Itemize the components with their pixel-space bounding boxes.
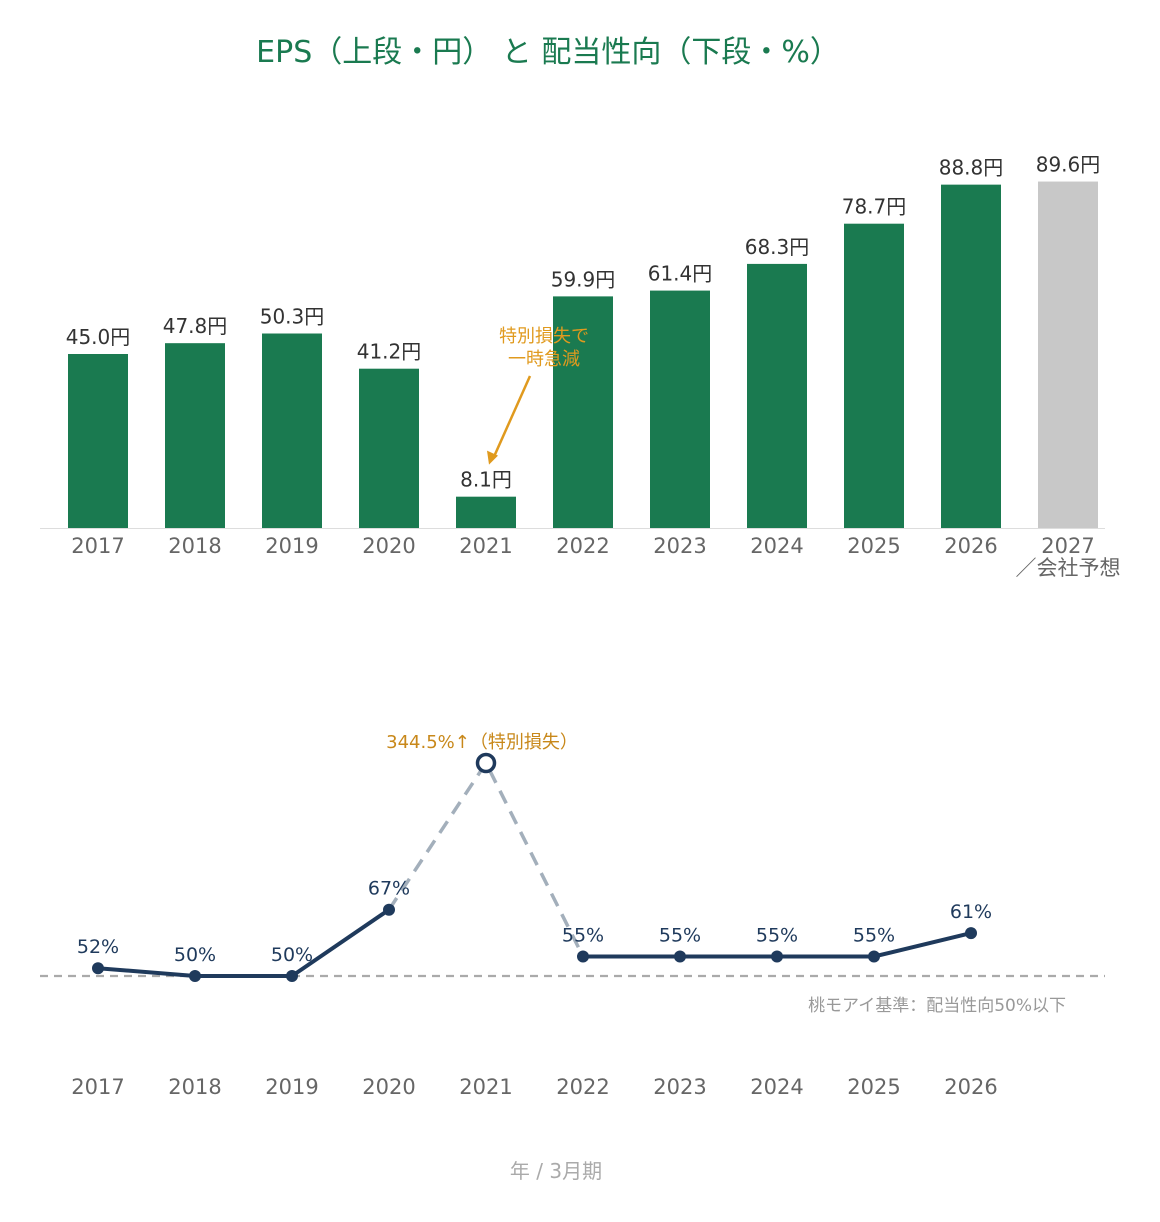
eps-x-tick-2025: 2025 [847,534,900,558]
payout-point-2023 [674,950,686,963]
eps-data-label-2024: 68.3円 [745,235,810,259]
eps-bar-2027 [1038,181,1098,528]
payout-x-tick-2021: 2021 [459,1075,512,1099]
payout-point-2024 [771,950,783,963]
eps-data-label-2022: 59.9円 [551,267,616,291]
payout-line-chart: 桃モアイ基準：配当性向50%以下 52% 2017 50% 2018 50% 2019 67%… [40,732,1105,1099]
payout-data-label-2023: 55% [659,925,701,947]
eps-annotation-arrowhead [487,450,498,465]
payout-point-2022 [577,950,589,963]
payout-data-label-2025: 55% [853,925,895,947]
eps-bar-2019 [262,333,322,528]
payout-point-2021-outlier [475,752,497,774]
payout-x-tick-2023: 2023 [653,1075,706,1099]
payout-reference-label: 桃モアイ基準：配当性向50%以下 [808,996,1066,1016]
eps-x-sublabel-2027: ／会社予想 [1016,556,1121,580]
eps-x-tick-2020: 2020 [362,534,415,558]
eps-bar-2017 [68,354,128,528]
payout-data-label-2020: 67% [368,878,410,900]
eps-data-label-2025: 78.7円 [842,195,907,219]
payout-x-tick-2018: 2018 [168,1075,221,1099]
eps-bar-2021 [456,496,516,528]
chart-title: EPS（上段・円） と 配当性向（下段・%） [256,35,840,70]
payout-data-label-2022: 55% [562,925,604,947]
payout-data-label-2024: 55% [756,925,798,947]
payout-point-2017 [92,962,104,975]
eps-bar-2024 [747,263,807,528]
payout-outlier-dashed-line [387,759,585,958]
x-unit-label: 年 / 3月期 [510,1159,602,1183]
payout-point-2025 [868,950,880,963]
eps-data-label-2021: 8.1円 [460,468,512,492]
eps-x-tick-2021: 2021 [459,534,512,558]
eps-annotation-line-2: 一時急減 [508,349,580,370]
eps-bar-2025 [844,223,904,528]
payout-x-tick-2022: 2022 [556,1075,609,1099]
eps-bar-chart: 45.0円 2017 47.8円 2018 50.3円 2019 41.2円 2020 8.1円… [40,153,1121,580]
eps-x-tick-2019: 2019 [265,534,318,558]
eps-data-label-2027: 89.6円 [1036,153,1101,177]
eps-bar-2018 [165,343,225,528]
eps-bar-2020 [359,368,419,528]
eps-data-label-2026: 88.8円 [939,156,1004,180]
eps-data-label-2019: 50.3円 [260,305,325,329]
payout-point-2019 [286,970,298,982]
payout-x-tick-2026: 2026 [944,1075,997,1099]
eps-annotation-arrow-line [492,375,532,458]
eps-annotation-line-1: 特別損失で [499,326,589,347]
eps-x-tick-2023: 2023 [653,534,706,558]
eps-x-tick-2018: 2018 [168,534,221,558]
eps-data-label-2018: 47.8円 [163,314,228,338]
payout-x-tick-2024: 2024 [750,1075,803,1099]
payout-data-label-2019: 50% [271,944,313,966]
payout-data-label-2018: 50% [174,944,216,966]
eps-x-tick-2027: 2027 [1041,534,1094,558]
eps-data-label-2020: 41.2円 [357,340,422,364]
payout-point-2026 [965,927,977,940]
payout-x-tick-2020: 2020 [362,1075,415,1099]
eps-x-tick-2026: 2026 [944,534,997,558]
payout-point-2020 [383,903,395,916]
eps-x-tick-2017: 2017 [71,534,124,558]
payout-line-segment-1 [97,908,391,978]
eps-bar-2023 [650,290,710,528]
eps-bar-2026 [941,184,1001,528]
payout-x-tick-2017: 2017 [71,1075,124,1099]
payout-x-tick-2019: 2019 [265,1075,318,1099]
payout-point-2018 [189,970,201,982]
payout-data-label-2026: 61% [950,901,992,923]
eps-x-tick-2024: 2024 [750,534,803,558]
payout-x-tick-2025: 2025 [847,1075,900,1099]
eps-x-tick-2022: 2022 [556,534,609,558]
payout-outlier-label: 344.5%↑（特別損失） [386,732,578,753]
payout-data-label-2017: 52% [77,936,119,958]
eps-data-label-2023: 61.4円 [648,262,713,286]
eps-bar-2022 [553,296,613,528]
eps-data-label-2017: 45.0円 [66,325,131,349]
